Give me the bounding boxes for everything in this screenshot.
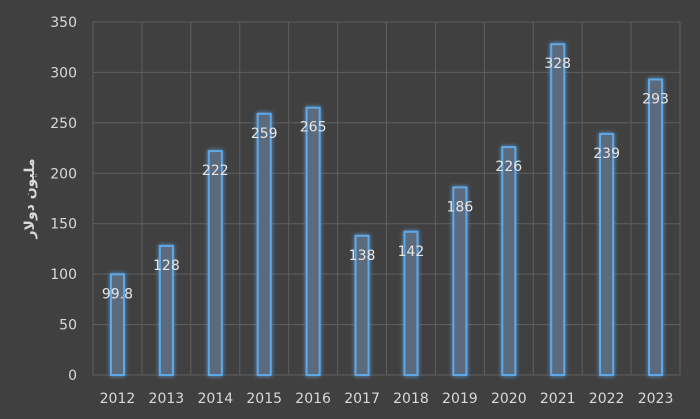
- data-label-2016: 265: [300, 120, 327, 136]
- x-tick-label-2018: 2018: [393, 391, 429, 407]
- data-labels: 99.8 128 222 259 265 138 142 186 226 328 239 293: [102, 56, 669, 302]
- x-tick-label-2014: 2014: [197, 391, 233, 407]
- x-tick-label-2019: 2019: [442, 391, 478, 407]
- data-label-2023: 293: [642, 91, 669, 107]
- bar-2021: [550, 43, 566, 377]
- x-tick-label-2015: 2015: [246, 391, 282, 407]
- y-tick-label: 0: [68, 368, 77, 384]
- data-label-2018: 142: [398, 244, 425, 260]
- data-label-2012: 99.8: [102, 286, 133, 302]
- data-label-2015: 259: [251, 126, 278, 142]
- data-label-2014: 222: [202, 163, 229, 179]
- data-label-2022: 239: [593, 146, 620, 162]
- y-tick-label: 100: [50, 267, 77, 283]
- x-tick-label-2023: 2023: [638, 391, 674, 407]
- x-tick-label-2013: 2013: [149, 391, 185, 407]
- x-tick-label-2022: 2022: [589, 391, 625, 407]
- gridlines: [92, 21, 681, 376]
- y-tick-label: 200: [50, 166, 77, 182]
- bar-2016: [305, 106, 321, 376]
- y-tick-label: 300: [50, 65, 77, 81]
- x-tick-label-2020: 2020: [491, 391, 527, 407]
- y-tick-label: 250: [50, 116, 77, 132]
- bar-2022: [599, 132, 615, 376]
- bar-2017: [354, 234, 370, 376]
- y-tick-label: 50: [59, 318, 77, 334]
- data-label-2021: 328: [544, 56, 571, 72]
- bar-2019: [452, 186, 468, 376]
- y-tick-label: 350: [50, 15, 77, 31]
- x-tick-label-2017: 2017: [344, 391, 380, 407]
- bars: [109, 43, 664, 377]
- data-label-2017: 138: [349, 248, 376, 264]
- bar-2020: [501, 146, 517, 376]
- bar-2013: [158, 244, 174, 376]
- data-label-2020: 226: [495, 159, 522, 175]
- bar-2012: [109, 273, 125, 376]
- x-tick-label-2021: 2021: [540, 391, 576, 407]
- x-tick-label-2016: 2016: [295, 391, 331, 407]
- bar-2018: [403, 230, 419, 376]
- bar-2023: [648, 78, 664, 376]
- axes: 0 50 100 150 200 250 300 350 2012 2013 2014 2015 201…: [50, 15, 673, 407]
- data-label-2019: 186: [447, 199, 474, 215]
- y-tick-label: 150: [50, 217, 77, 233]
- y-axis-label: مليون دولار: [22, 158, 38, 239]
- bar-2015: [256, 112, 272, 376]
- data-label-2013: 128: [153, 258, 180, 274]
- bar-2014: [207, 150, 223, 376]
- x-tick-label-2012: 2012: [100, 391, 136, 407]
